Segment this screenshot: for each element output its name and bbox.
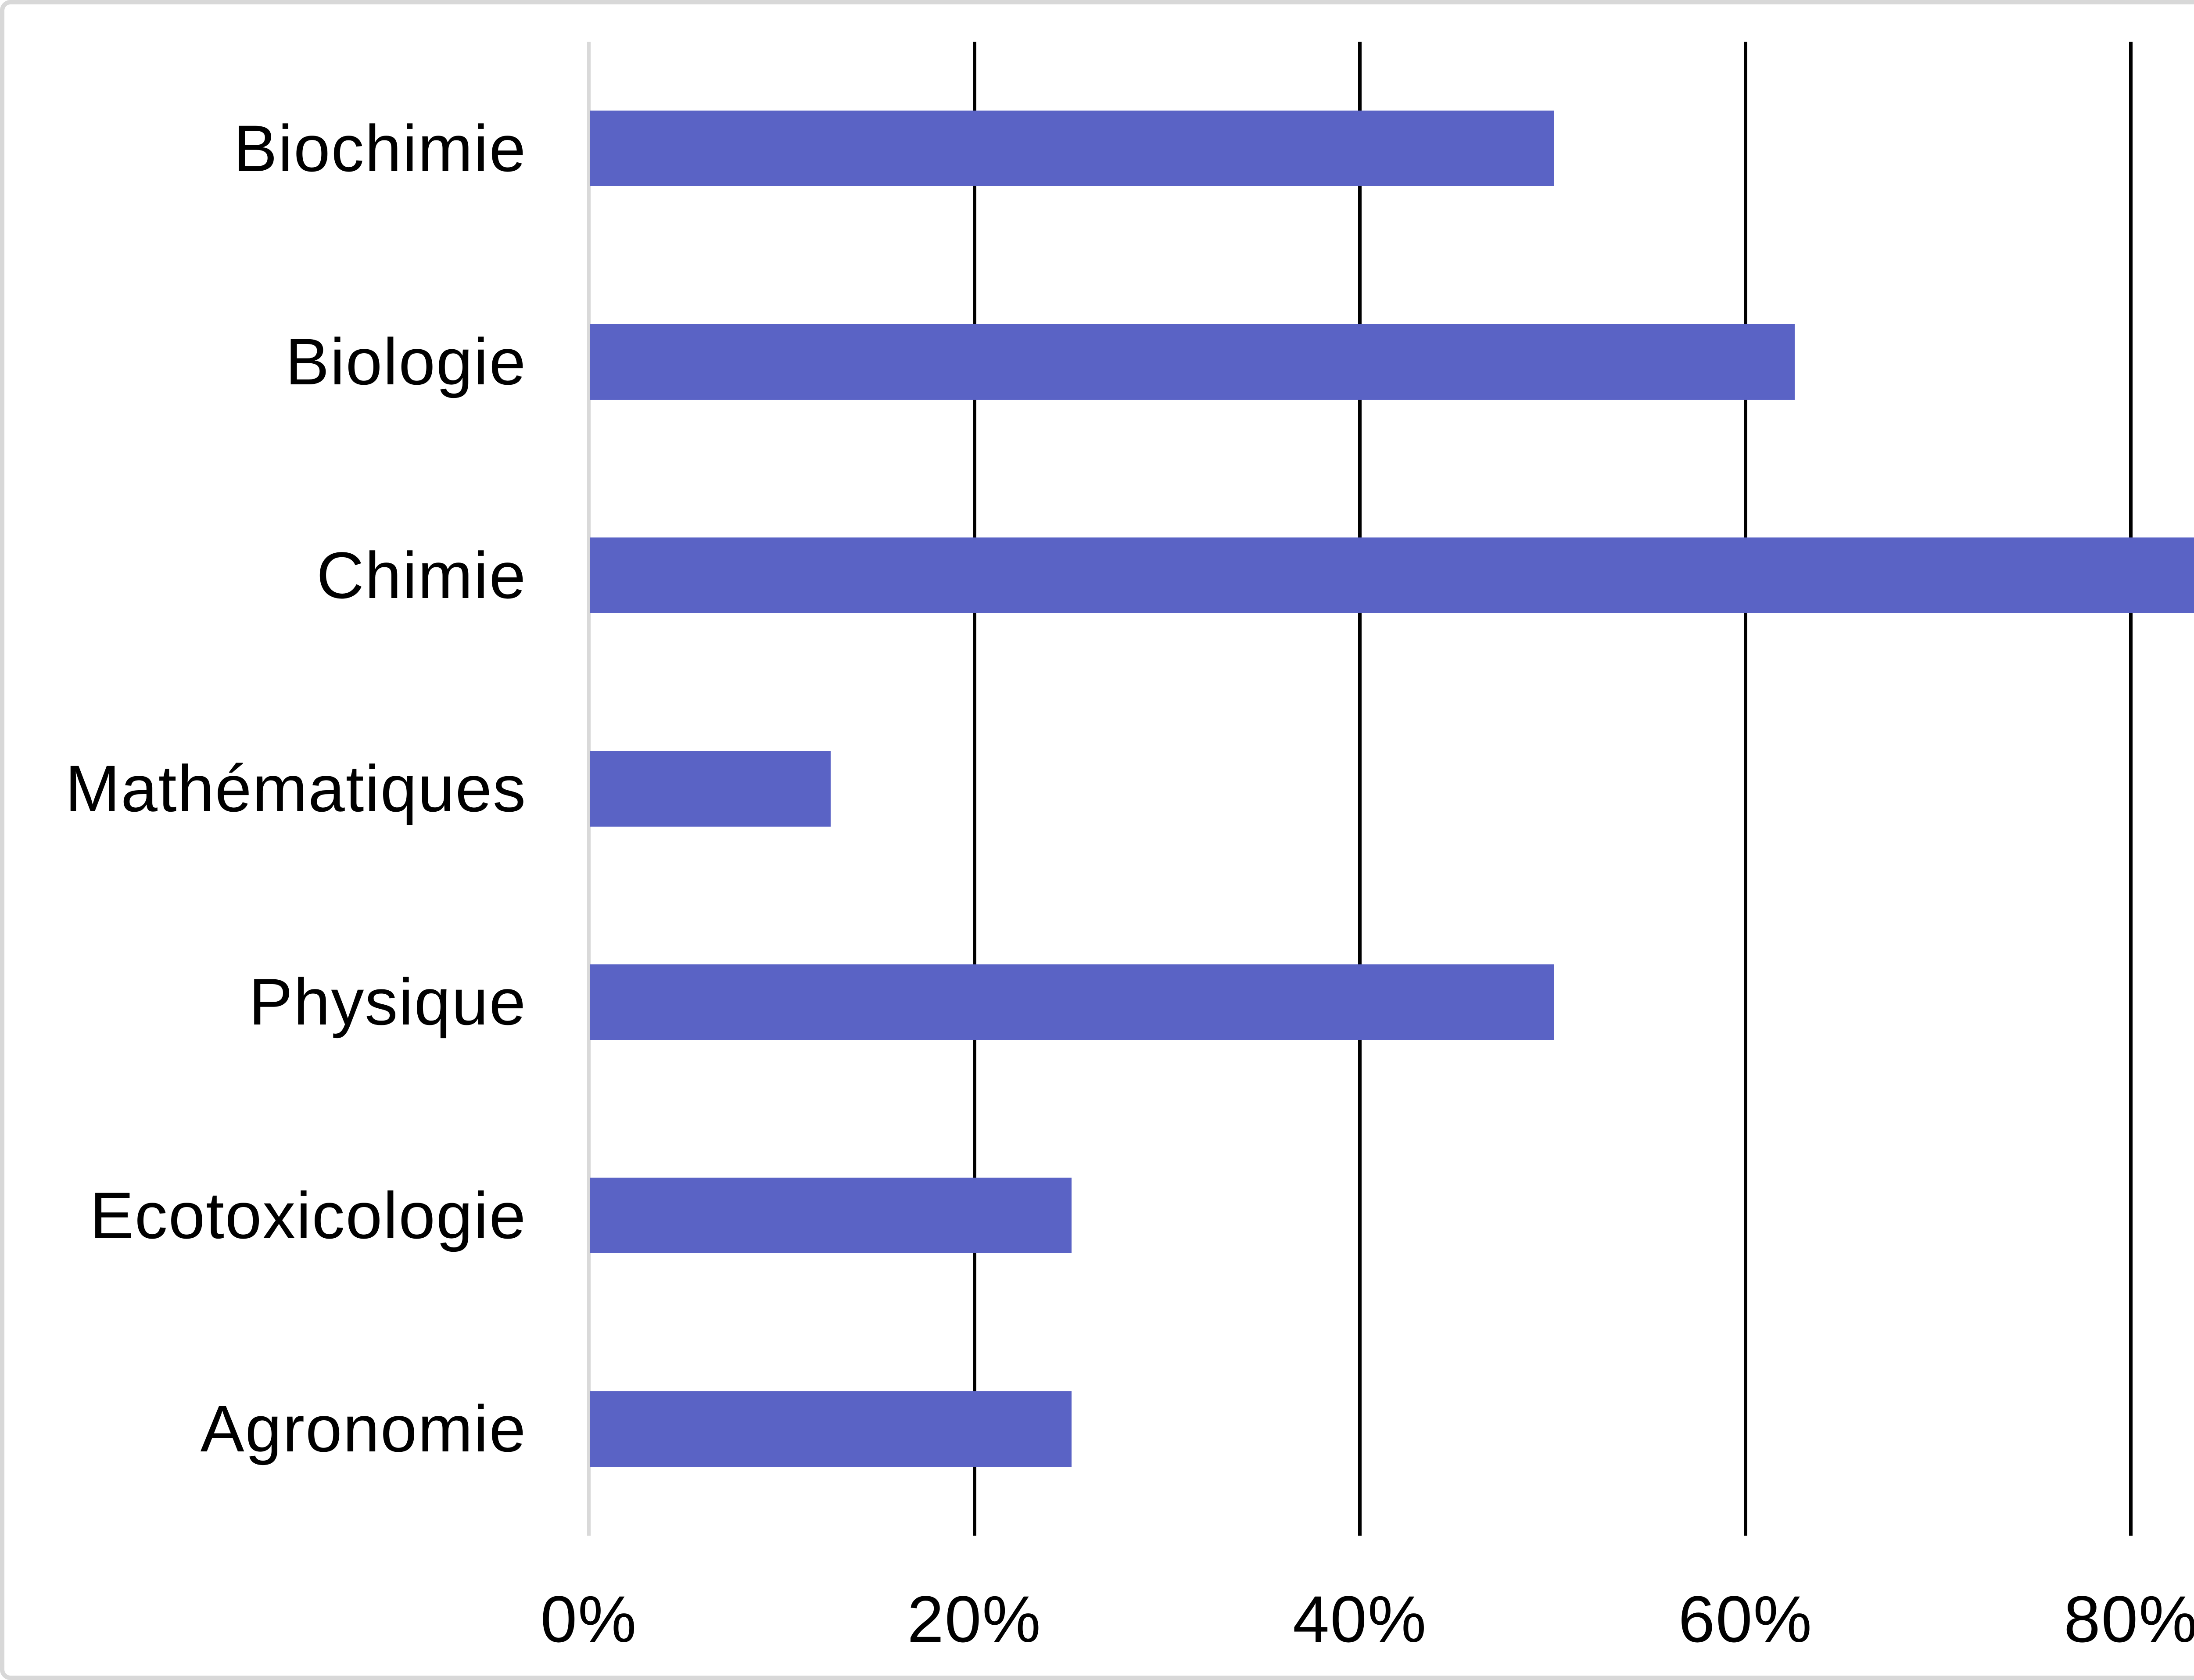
tick-label-80: 80% — [2064, 1582, 2194, 1656]
gridline-80 — [2129, 42, 2133, 1536]
category-label-physique: Physique — [248, 965, 527, 1039]
bar-agronomie — [590, 1391, 1072, 1467]
category-label-biologie: Biologie — [285, 325, 527, 399]
bar-ecotoxicologie — [590, 1178, 1072, 1254]
tick-label-0: 0% — [540, 1582, 638, 1656]
category-axis-line — [587, 42, 591, 1536]
gridline-60 — [1743, 42, 1747, 1536]
tick-label-20: 20% — [907, 1582, 1042, 1656]
bar-mathematiques — [590, 751, 831, 827]
tick-label-60: 60% — [1678, 1582, 1813, 1656]
bar-physique — [590, 964, 1554, 1040]
bar-chimie — [590, 537, 2194, 613]
category-label-mathematiques: Mathématiques — [65, 751, 527, 825]
category-label-biochimie: Biochimie — [233, 111, 527, 185]
gridline-40 — [1358, 42, 1362, 1536]
category-label-chimie: Chimie — [316, 538, 527, 612]
gridline-20 — [972, 42, 976, 1536]
category-label-agronomie: Agronomie — [200, 1392, 527, 1466]
tick-label-40: 40% — [1293, 1582, 1427, 1656]
bar-biologie — [590, 324, 1795, 400]
bar-biochimie — [590, 111, 1554, 186]
category-label-ecotoxicologie: Ecotoxicologie — [90, 1178, 527, 1252]
